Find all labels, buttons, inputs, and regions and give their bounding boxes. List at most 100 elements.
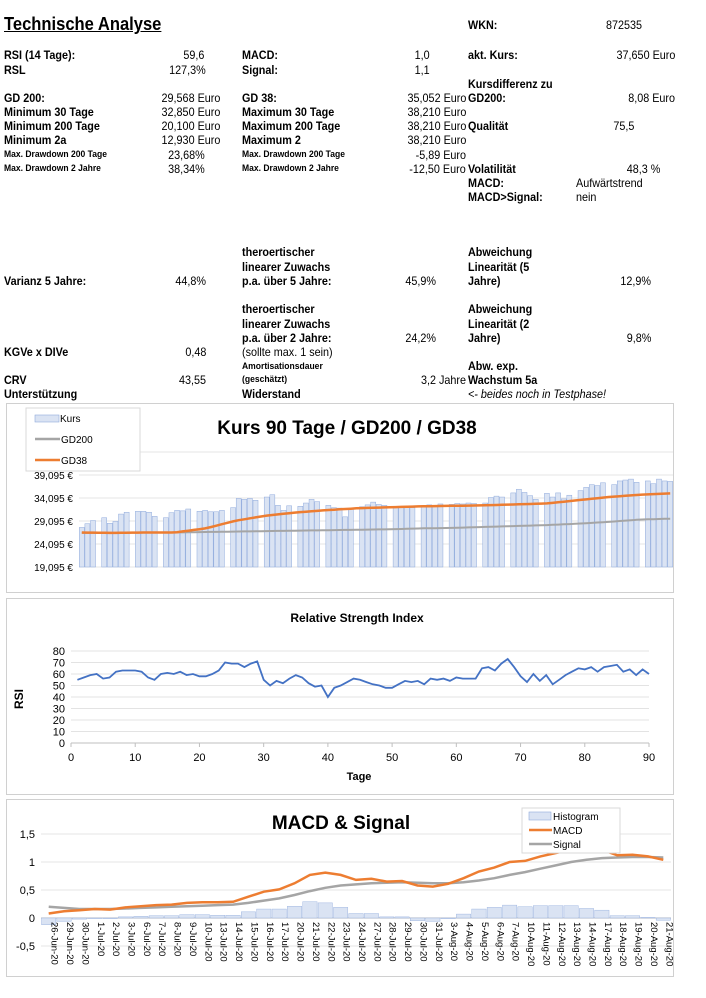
kurs-bar bbox=[297, 506, 304, 568]
histogram-bar bbox=[533, 905, 548, 919]
kurs-bar bbox=[482, 502, 489, 568]
zuwachs2-label-2: linearer Zuwachs bbox=[242, 317, 331, 331]
kurs-bar bbox=[174, 510, 180, 568]
kurs-bar bbox=[241, 499, 248, 568]
max2-label: Maximum 2 bbox=[242, 133, 301, 147]
kurs-bar bbox=[454, 503, 461, 568]
kurs-bar bbox=[409, 507, 416, 568]
y-tick-label: 29,095 € bbox=[34, 517, 73, 528]
y-tick-label: 10 bbox=[53, 727, 65, 739]
histogram-bar bbox=[179, 914, 195, 919]
x-tick-label: 5-Aug-20 bbox=[479, 922, 490, 961]
x-tick-label: 6-Aug-20 bbox=[494, 922, 505, 961]
y-tick-label: 34,095 € bbox=[34, 494, 73, 505]
kurs-bar bbox=[420, 505, 427, 568]
kurs-bar bbox=[146, 511, 152, 568]
histogram-bar bbox=[609, 915, 625, 919]
drawdown2-label: Max. Drawdown 2 Jahre bbox=[4, 163, 101, 174]
kursdifferenz-value: 8,08 Euro bbox=[628, 91, 675, 105]
kurs-bar bbox=[140, 511, 147, 568]
legend-kurs-swatch bbox=[34, 414, 60, 423]
kurs-bar bbox=[376, 504, 382, 568]
varianz-value: 44,8% bbox=[175, 274, 206, 288]
signal-value: 1,1 bbox=[414, 63, 430, 77]
y-tick-label: 19,095 € bbox=[34, 563, 73, 574]
unterstuetzung-label: Unterstützung bbox=[4, 387, 78, 401]
x-tick-label: 1-Jul-20 bbox=[95, 922, 106, 956]
drawdown200-euro-value: -5,89 Euro bbox=[415, 148, 466, 162]
kurs-bar bbox=[230, 507, 236, 568]
abwexp-label-1: Abw. exp. bbox=[468, 359, 519, 373]
histogram-bar bbox=[287, 906, 302, 919]
kurs-bar bbox=[588, 484, 595, 568]
zuwachs5-label-2: linearer Zuwachs bbox=[242, 260, 331, 274]
histogram-bar bbox=[118, 916, 133, 919]
abw5-label-1: Abweichung bbox=[468, 245, 533, 259]
histogram-bar bbox=[594, 909, 610, 919]
x-tick-label: 30-Jul-20 bbox=[417, 922, 428, 962]
kurs-bar bbox=[381, 505, 388, 568]
min30-value: 32,850 Euro bbox=[161, 105, 220, 119]
y-tick-label: 1,5 bbox=[20, 829, 35, 841]
macd-chart: -0,5 0 0,5 1 1,5 26-Jun-20 29-Jun-20 30-Jun-20 1… bbox=[6, 799, 674, 977]
kurs-bar bbox=[202, 510, 208, 568]
x-tick-label: 14-Jul-20 bbox=[233, 922, 244, 962]
kursdifferenz-label: Kursdifferenz zu bbox=[468, 77, 553, 91]
histogram-bar bbox=[579, 908, 594, 919]
histogram-bar bbox=[241, 911, 256, 919]
qualitaet-value: 75,5 bbox=[612, 119, 634, 133]
gd38-line bbox=[81, 492, 671, 535]
kurs-chart: 19,095 € 24,095 € 29,095 € 34,095 € 39,095 €… bbox=[6, 403, 674, 593]
x-tick-label: 15-Jul-20 bbox=[248, 922, 259, 962]
kurs-bar bbox=[325, 505, 332, 568]
crv-value: 43,55 bbox=[178, 373, 206, 387]
min200-value: 20,100 Euro bbox=[161, 119, 220, 133]
kurs-bar bbox=[359, 506, 365, 568]
kurs-bar bbox=[426, 504, 432, 568]
histogram-bar bbox=[456, 913, 471, 919]
histogram-bar bbox=[72, 917, 87, 920]
zuwachs2-label-1: theroertischer bbox=[242, 302, 315, 316]
histogram-bar bbox=[379, 916, 395, 919]
widerstand-label: Widerstand bbox=[242, 387, 301, 401]
kurs-bar bbox=[308, 499, 315, 568]
kursdifferenz-label-2: GD200: bbox=[468, 91, 506, 105]
kurs-bar bbox=[348, 508, 354, 568]
chart-title: Relative Strength Index bbox=[290, 611, 424, 625]
x-tick-label: 21-Aug-20 bbox=[663, 922, 673, 966]
drawdown2-euro-value: -12,50 Euro bbox=[409, 162, 466, 176]
kurs-bar bbox=[622, 479, 629, 568]
x-tick-label: 6-Jul-20 bbox=[141, 922, 152, 956]
crv-label: CRV bbox=[4, 373, 27, 387]
legend-gd38-label: GD38 bbox=[61, 456, 88, 467]
histogram-bar bbox=[87, 917, 103, 919]
volatilitaet-label: Volatilität bbox=[468, 162, 516, 176]
x-tick-label: 28-Jul-20 bbox=[387, 922, 398, 962]
x-tick-label: 20-Jul-20 bbox=[295, 922, 306, 962]
y-tick-label: 1 bbox=[29, 857, 35, 869]
x-tick-label: 4-Aug-20 bbox=[464, 922, 475, 961]
kurs-bar bbox=[168, 512, 175, 568]
kurs-bar bbox=[336, 507, 343, 568]
histogram-bar bbox=[471, 908, 487, 919]
histogram-bar bbox=[655, 917, 671, 921]
x-tick-label: 19-Aug-20 bbox=[633, 922, 644, 966]
kurs-bar bbox=[179, 510, 186, 568]
kurs-bar bbox=[583, 487, 589, 568]
chart-title: Kurs 90 Tage / GD200 / GD38 bbox=[217, 418, 476, 439]
rsi-chart: 0 10 20 30 40 50 60 70 80 0 10 20 30 40 50 60 70 80 90 Rela… bbox=[6, 598, 674, 795]
histogram-bar bbox=[502, 904, 518, 919]
max200-value: 38,210 Euro bbox=[407, 119, 466, 133]
x-tick-label: 8-Jul-20 bbox=[172, 922, 183, 956]
legend-histogram-label: Histogram bbox=[553, 812, 599, 823]
histogram-bar bbox=[210, 914, 226, 919]
kurs-bar bbox=[544, 493, 550, 568]
drawdown2-euro-label: Max. Drawdown 2 Jahre bbox=[242, 163, 339, 174]
kurs-bar bbox=[275, 505, 281, 568]
kurs-bar bbox=[493, 495, 500, 568]
kurs-bar bbox=[633, 482, 640, 568]
kurs-bar bbox=[549, 496, 556, 568]
zuwachs5-value: 45,9% bbox=[405, 274, 436, 288]
y-tick-label: 0 bbox=[59, 738, 65, 750]
